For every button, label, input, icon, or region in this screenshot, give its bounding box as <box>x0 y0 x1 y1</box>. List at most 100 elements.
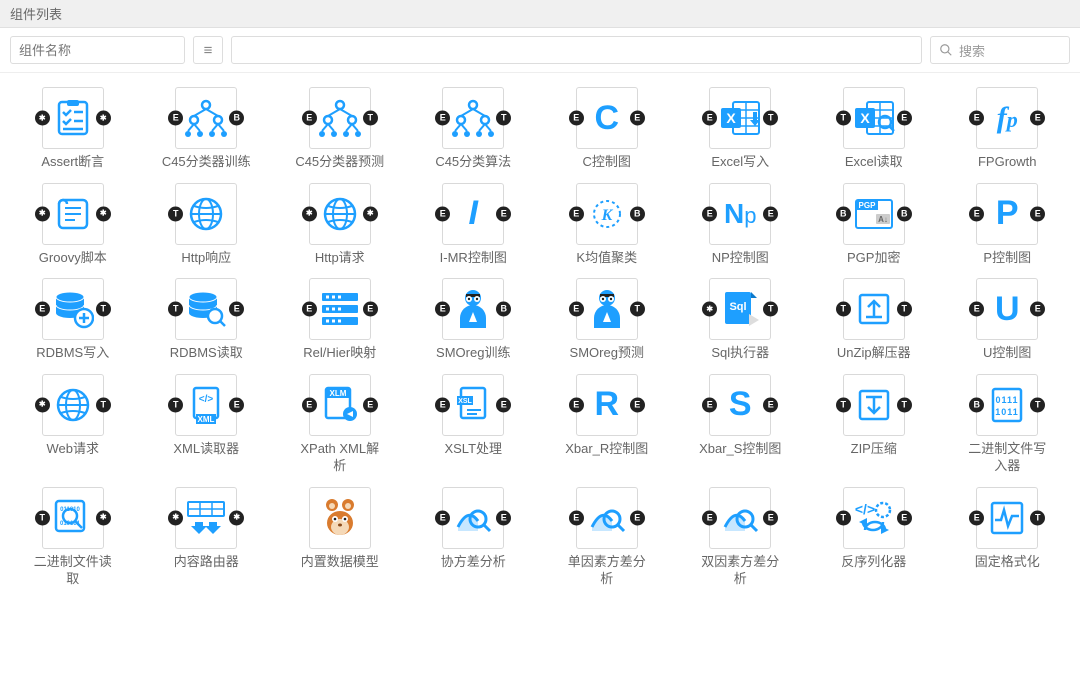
component-label: Xbar_R控制图 <box>565 440 648 458</box>
port-left <box>702 302 717 317</box>
component-item[interactable]: T T UnZip解压器 <box>807 278 941 362</box>
port-left: E <box>435 397 450 412</box>
component-icon-box: T X E <box>843 87 905 149</box>
component-label: 固定格式化 <box>975 553 1040 571</box>
component-item[interactable]: E XLM E XPath XML解析 <box>273 374 407 475</box>
component-item[interactable]: T E RDBMS读取 <box>140 278 274 362</box>
component-item[interactable]: E C E C控制图 <box>540 87 674 171</box>
port-left: E <box>702 510 717 525</box>
component-label: Rel/Hier映射 <box>303 344 376 362</box>
component-item[interactable]: 内容路由器 <box>140 487 274 588</box>
component-item[interactable]: E E 双因素方差分析 <box>674 487 808 588</box>
component-label: I-MR控制图 <box>440 249 507 267</box>
svg-text:010101: 010101 <box>60 521 81 527</box>
component-item[interactable]: Sql T Sql执行器 <box>674 278 808 362</box>
component-item[interactable]: E T C45分类器预测 <box>273 87 407 171</box>
component-label: RDBMS写入 <box>36 344 109 362</box>
component-name-input[interactable] <box>10 36 185 64</box>
svg-text:A↓: A↓ <box>878 215 888 224</box>
component-item[interactable]: E T SMOreg预测 <box>540 278 674 362</box>
component-item[interactable]: Assert断言 <box>6 87 140 171</box>
component-icon-box: T T <box>843 278 905 340</box>
component-label: NP控制图 <box>712 249 769 267</box>
port-left: T <box>836 302 851 317</box>
port-right: E <box>229 397 244 412</box>
component-item[interactable]: T X E Excel读取 <box>807 87 941 171</box>
component-item[interactable]: T </>XML E XML读取器 <box>140 374 274 475</box>
component-item[interactable]: T </> E 反序列化器 <box>807 487 941 588</box>
port-right: B <box>496 302 511 317</box>
port-right: E <box>1030 302 1045 317</box>
component-item[interactable]: E B SMOreg训练 <box>407 278 541 362</box>
port-right <box>96 206 111 221</box>
component-item[interactable]: E K B K均值聚类 <box>540 183 674 267</box>
svg-text:0111: 0111 <box>996 395 1019 405</box>
component-icon-box: E S E <box>709 374 771 436</box>
component-item[interactable]: E S E Xbar_S控制图 <box>674 374 808 475</box>
port-left: E <box>302 302 317 317</box>
port-left: E <box>435 510 450 525</box>
component-label: Sql执行器 <box>711 344 769 362</box>
component-item[interactable]: Groovy脚本 <box>6 183 140 267</box>
port-left: E <box>702 397 717 412</box>
component-item[interactable]: T 011010010101 二进制文件读取 <box>6 487 140 588</box>
component-item[interactable]: E E 协方差分析 <box>407 487 541 588</box>
category-bar[interactable] <box>231 36 922 64</box>
component-item[interactable]: T T ZIP压缩 <box>807 374 941 475</box>
search-box[interactable]: 搜索 <box>930 36 1070 64</box>
component-icon-box: E T <box>442 87 504 149</box>
port-left: E <box>168 111 183 126</box>
component-item[interactable]: E Np E NP控制图 <box>674 183 808 267</box>
component-icon-box: E K B <box>576 183 638 245</box>
component-label: Assert断言 <box>41 153 104 171</box>
port-left: E <box>435 206 450 221</box>
component-item[interactable]: 内置数据模型 <box>273 487 407 588</box>
component-item[interactable]: E E Rel/Hier映射 <box>273 278 407 362</box>
component-icon-box: E T <box>42 278 104 340</box>
port-left: E <box>569 397 584 412</box>
svg-text:011010: 011010 <box>60 507 80 513</box>
component-item[interactable]: T Web请求 <box>6 374 140 475</box>
svg-text:X: X <box>860 110 870 126</box>
component-item[interactable]: E T 固定格式化 <box>941 487 1075 588</box>
component-item[interactable]: E P E P控制图 <box>941 183 1075 267</box>
component-item[interactable]: E T C45分类算法 <box>407 87 541 171</box>
component-label: Xbar_S控制图 <box>699 440 781 458</box>
port-right: E <box>1030 111 1045 126</box>
component-item[interactable]: E R E Xbar_R控制图 <box>540 374 674 475</box>
component-item[interactable]: E E 单因素方差分析 <box>540 487 674 588</box>
svg-text:1011: 1011 <box>995 407 1019 417</box>
port-right: T <box>897 302 912 317</box>
port-right: E <box>763 206 778 221</box>
port-left: E <box>969 206 984 221</box>
component-item[interactable]: E X T Excel写入 <box>674 87 808 171</box>
port-right: E <box>363 397 378 412</box>
port-right: E <box>363 302 378 317</box>
port-left: E <box>569 111 584 126</box>
component-item[interactable]: E U E U控制图 <box>941 278 1075 362</box>
component-item[interactable]: E XSL E XSLT处理 <box>407 374 541 475</box>
port-right: B <box>229 111 244 126</box>
component-icon-box: E R E <box>576 374 638 436</box>
search-icon <box>939 43 953 57</box>
port-right: E <box>496 206 511 221</box>
component-item[interactable]: E T RDBMS写入 <box>6 278 140 362</box>
component-icon-box: E E <box>442 487 504 549</box>
search-label: 搜索 <box>959 41 985 60</box>
component-item[interactable]: E I E I-MR控制图 <box>407 183 541 267</box>
component-item[interactable]: B PGPA↓ B PGP加密 <box>807 183 941 267</box>
component-label: Web请求 <box>47 440 100 458</box>
port-right: T <box>1030 510 1045 525</box>
component-item[interactable]: E fp E FPGrowth <box>941 87 1075 171</box>
component-item[interactable]: T Http响应 <box>140 183 274 267</box>
filter-button[interactable]: ≡ <box>193 36 223 64</box>
component-item[interactable]: E B C45分类器训练 <box>140 87 274 171</box>
component-icon-box: E B <box>442 278 504 340</box>
component-item[interactable]: Http请求 <box>273 183 407 267</box>
component-icon-box: T </> E <box>843 487 905 549</box>
component-label: Excel写入 <box>711 153 769 171</box>
component-icon-box: E T <box>576 278 638 340</box>
component-item[interactable]: B 01111011 T 二进制文件写入器 <box>941 374 1075 475</box>
port-right <box>363 206 378 221</box>
svg-text:</>: </> <box>199 394 214 405</box>
